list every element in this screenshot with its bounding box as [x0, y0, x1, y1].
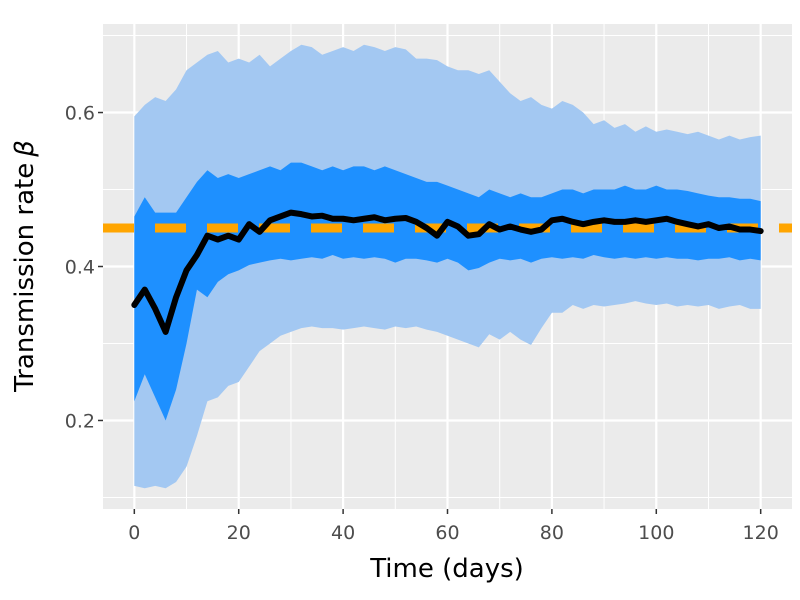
- y-axis-title-text: Transmission rate: [10, 163, 40, 393]
- x-axis-ticks: 0 20 40 60 80 100 120: [128, 509, 779, 544]
- x-tick-label: 40: [331, 522, 355, 544]
- y-axis-title-symbol: β: [10, 140, 40, 158]
- x-tick-label: 20: [227, 522, 251, 544]
- y-tick-label: 0.2: [65, 410, 95, 432]
- x-tick-label: 0: [128, 522, 140, 544]
- y-axis-ticks: 0.2 0.4 0.6: [65, 103, 103, 432]
- x-tick-label: 80: [540, 522, 564, 544]
- inner-interval-band: [134, 162, 761, 421]
- x-tick-label: 100: [638, 522, 674, 544]
- mean-line: [131, 209, 764, 335]
- x-tick-label: 120: [743, 522, 779, 544]
- x-axis-title: Time (days): [369, 554, 524, 584]
- y-axis-title: Transmission rate β: [10, 140, 40, 393]
- x-tick-label: 60: [435, 522, 459, 544]
- outer-interval-band: [134, 44, 761, 489]
- y-tick-label: 0.4: [65, 257, 95, 279]
- y-tick-label: 0.6: [65, 103, 95, 125]
